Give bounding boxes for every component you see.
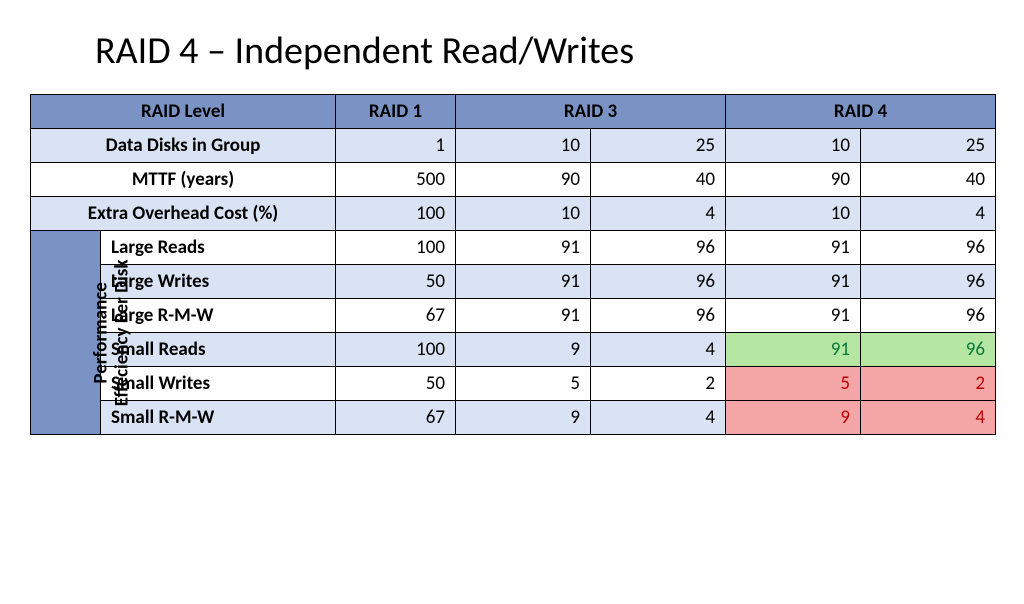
hdr-raid1: RAID 1 bbox=[336, 95, 456, 129]
cell: 67 bbox=[336, 401, 456, 435]
cell: 90 bbox=[726, 163, 861, 197]
cell: 40 bbox=[591, 163, 726, 197]
cell: 1 bbox=[336, 129, 456, 163]
cell-highlight-red: 4 bbox=[861, 401, 996, 435]
cell: 90 bbox=[456, 163, 591, 197]
cell: 91 bbox=[726, 299, 861, 333]
cell: 96 bbox=[861, 299, 996, 333]
cell: 96 bbox=[861, 265, 996, 299]
cell: 91 bbox=[456, 231, 591, 265]
cell: 50 bbox=[336, 265, 456, 299]
cell-highlight-red: 5 bbox=[726, 367, 861, 401]
cell: 96 bbox=[591, 299, 726, 333]
cell-highlight-green: 96 bbox=[861, 333, 996, 367]
cell: 91 bbox=[726, 265, 861, 299]
cell: 67 bbox=[336, 299, 456, 333]
label-large-reads: Large Reads bbox=[101, 231, 336, 265]
hdr-raid-level: RAID Level bbox=[31, 95, 336, 129]
label-large-rmw: Large R-M-W bbox=[101, 299, 336, 333]
cell: 4 bbox=[591, 197, 726, 231]
cell: 9 bbox=[456, 333, 591, 367]
label-mttf: MTTF (years) bbox=[31, 163, 336, 197]
row-small-reads: Small Reads 100 9 4 91 96 bbox=[31, 333, 996, 367]
cell: 9 bbox=[456, 401, 591, 435]
cell: 25 bbox=[861, 129, 996, 163]
header-row: RAID Level RAID 1 RAID 3 RAID 4 bbox=[31, 95, 996, 129]
cell: 91 bbox=[726, 231, 861, 265]
hdr-raid3: RAID 3 bbox=[456, 95, 726, 129]
cell: 50 bbox=[336, 367, 456, 401]
row-small-rmw: Small R-M-W 67 9 4 9 4 bbox=[31, 401, 996, 435]
cell: 91 bbox=[456, 265, 591, 299]
cell: 4 bbox=[591, 401, 726, 435]
cell: 10 bbox=[726, 129, 861, 163]
cell: 96 bbox=[861, 231, 996, 265]
perf-label-l1: Performance bbox=[90, 282, 113, 383]
cell: 100 bbox=[336, 197, 456, 231]
row-mttf: MTTF (years) 500 90 40 90 40 bbox=[31, 163, 996, 197]
perf-label-l2: Effeciency Per Disk bbox=[110, 259, 133, 406]
cell: 96 bbox=[591, 265, 726, 299]
row-small-writes: Small Writes 50 5 2 5 2 bbox=[31, 367, 996, 401]
cell: 100 bbox=[336, 231, 456, 265]
row-overhead: Extra Overhead Cost (%) 100 10 4 10 4 bbox=[31, 197, 996, 231]
cell: 4 bbox=[861, 197, 996, 231]
label-performance-block: Performance Effeciency Per Disk bbox=[31, 231, 101, 435]
cell: 96 bbox=[591, 231, 726, 265]
label-overhead: Extra Overhead Cost (%) bbox=[31, 197, 336, 231]
slide-title: RAID 4 – Independent Read/Writes bbox=[95, 28, 1024, 74]
cell: 10 bbox=[726, 197, 861, 231]
raid-table-container: RAID Level RAID 1 RAID 3 RAID 4 Data Dis… bbox=[30, 94, 995, 435]
cell: 10 bbox=[456, 129, 591, 163]
cell: 10 bbox=[456, 197, 591, 231]
hdr-raid4: RAID 4 bbox=[726, 95, 996, 129]
cell: 25 bbox=[591, 129, 726, 163]
label-large-writes: Large Writes bbox=[101, 265, 336, 299]
cell-highlight-red: 9 bbox=[726, 401, 861, 435]
label-small-reads: Small Reads bbox=[101, 333, 336, 367]
cell: 40 bbox=[861, 163, 996, 197]
label-data-disks: Data Disks in Group bbox=[31, 129, 336, 163]
cell-highlight-green: 91 bbox=[726, 333, 861, 367]
cell: 4 bbox=[591, 333, 726, 367]
cell: 2 bbox=[591, 367, 726, 401]
row-large-writes: Large Writes 50 91 96 91 96 bbox=[31, 265, 996, 299]
label-small-writes: Small Writes bbox=[101, 367, 336, 401]
label-small-rmw: Small R-M-W bbox=[101, 401, 336, 435]
raid-table: RAID Level RAID 1 RAID 3 RAID 4 Data Dis… bbox=[30, 94, 996, 435]
cell: 500 bbox=[336, 163, 456, 197]
row-large-reads: Performance Effeciency Per Disk Large Re… bbox=[31, 231, 996, 265]
row-large-rmw: Large R-M-W 67 91 96 91 96 bbox=[31, 299, 996, 333]
cell: 91 bbox=[456, 299, 591, 333]
cell: 100 bbox=[336, 333, 456, 367]
cell: 5 bbox=[456, 367, 591, 401]
cell-highlight-red: 2 bbox=[861, 367, 996, 401]
row-data-disks: Data Disks in Group 1 10 25 10 25 bbox=[31, 129, 996, 163]
